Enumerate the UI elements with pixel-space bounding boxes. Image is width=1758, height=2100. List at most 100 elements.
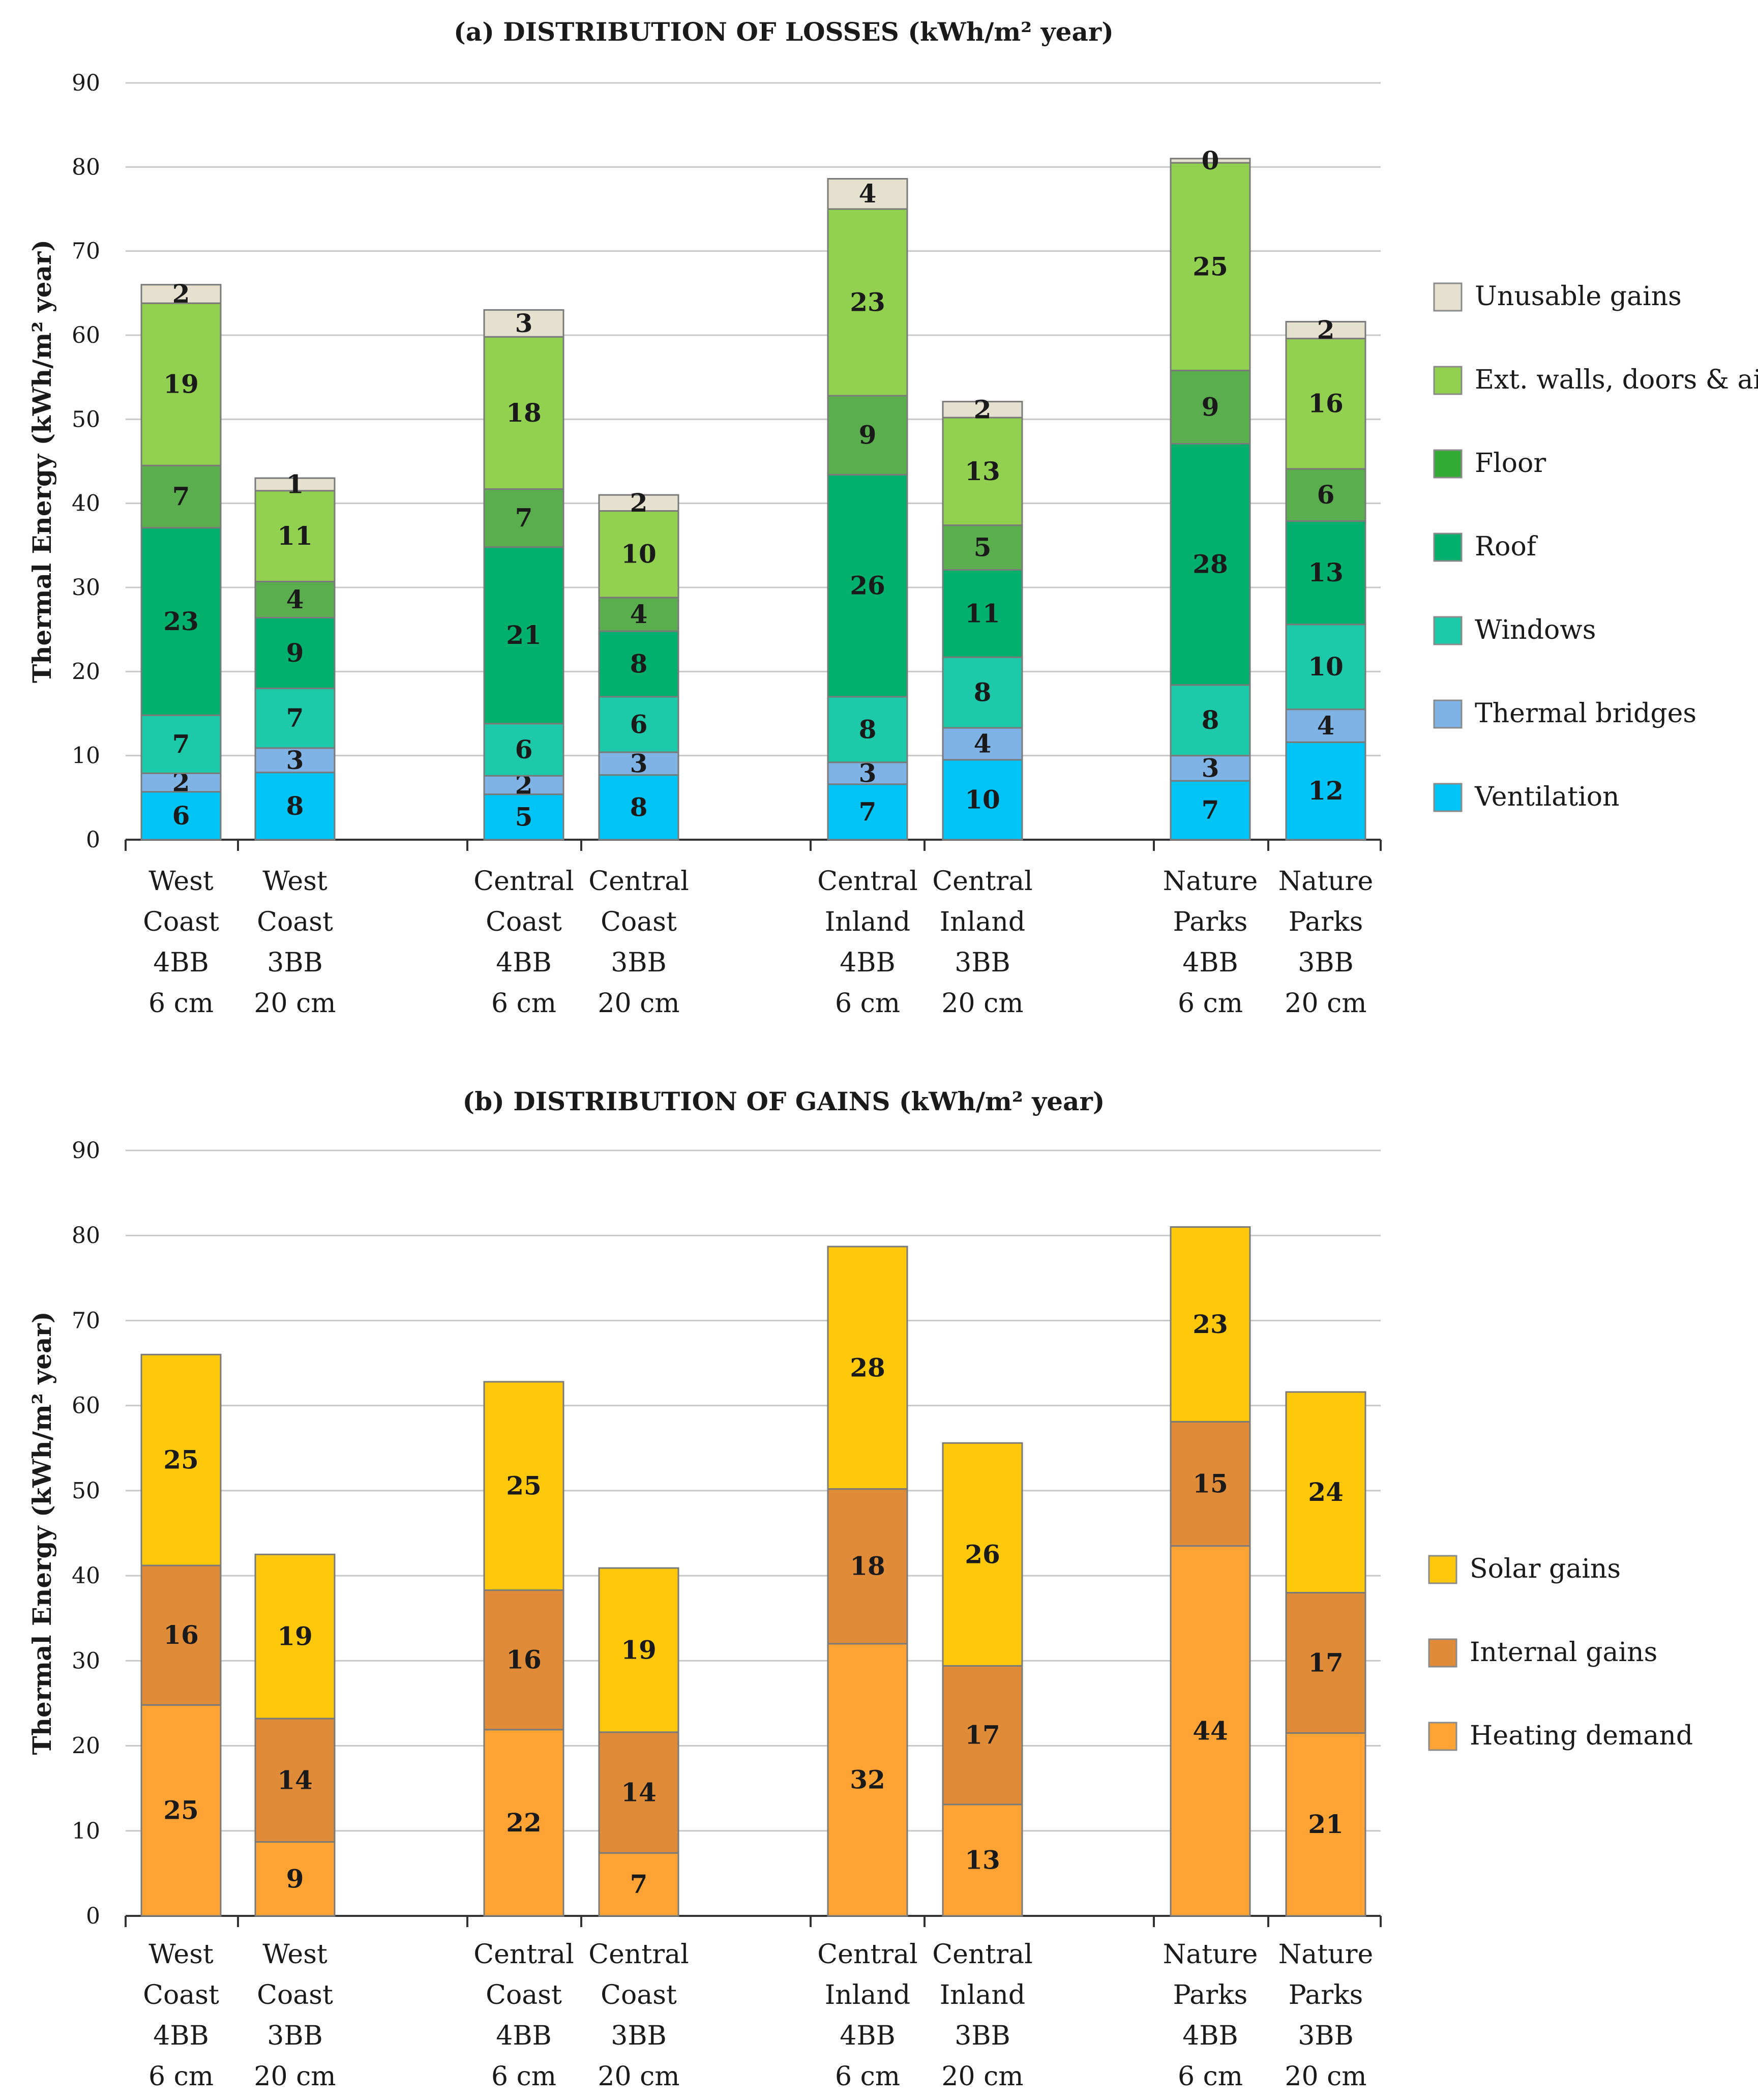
x-category-label-line: Parks — [1173, 907, 1248, 937]
bar-segment — [942, 1803, 1023, 1917]
data-label: 4 — [1317, 711, 1335, 741]
x-category-label-line: 4BB — [1182, 948, 1238, 978]
legend-swatch — [1433, 616, 1463, 645]
data-label: 18 — [506, 398, 542, 428]
legend-label: Ventilation — [1474, 782, 1620, 812]
y-tick-label: 30 — [72, 575, 100, 601]
bar-segment — [1285, 1391, 1366, 1594]
bar-segment — [1285, 741, 1366, 841]
data-label: 4 — [974, 729, 992, 759]
data-label: 18 — [850, 1551, 885, 1581]
bar-segment — [827, 178, 908, 210]
x-category-label-line: 20 cm — [254, 2061, 336, 2092]
x-category-label-line: Inland — [825, 907, 910, 937]
x-category-label-line: 4BB — [1182, 2021, 1238, 2051]
bar-segment — [598, 630, 679, 698]
legend-swatch — [1428, 1722, 1457, 1751]
data-label: 3 — [286, 745, 304, 775]
bar-segment — [483, 309, 564, 338]
bar-segment — [140, 302, 222, 466]
x-category-label-line: 6 cm — [1178, 988, 1243, 1019]
data-label: 10 — [621, 539, 657, 569]
bar-segment — [1170, 162, 1251, 371]
x-category-label-line: 6 cm — [148, 988, 214, 1019]
x-category-label-line: 4BB — [840, 2021, 896, 2051]
legend-swatch — [1433, 449, 1463, 479]
bar-segment — [1170, 755, 1251, 782]
bar-segment — [827, 783, 908, 841]
bar-segment — [140, 284, 222, 304]
bar-segment — [598, 1567, 679, 1733]
bar-segment — [1170, 158, 1251, 164]
x-category-label-line: Coast — [486, 1980, 562, 2010]
data-label: 4 — [859, 179, 877, 209]
legend-swatch — [1433, 699, 1463, 729]
data-label: 11 — [277, 521, 313, 551]
y-tick-label: 60 — [72, 1393, 100, 1419]
bar-segment — [598, 494, 679, 512]
bar-segment — [1285, 338, 1366, 470]
x-category-label: West Coast 3BB 20 cm — [254, 866, 336, 1019]
bar-segment — [1285, 708, 1366, 743]
x-category-label-line: 6 cm — [148, 2061, 214, 2092]
x-category-label-line: 20 cm — [941, 988, 1023, 1019]
bar-segment — [254, 477, 336, 492]
data-label: 13 — [965, 456, 1000, 486]
data-label: 3 — [630, 748, 648, 778]
data-label: 19 — [621, 1635, 657, 1665]
bar-segment — [827, 1488, 908, 1645]
bar-segment — [598, 510, 679, 599]
x-category-label-line: Central — [932, 1939, 1032, 1970]
x-category-label: Nature Parks 3BB 20 cm — [1278, 1939, 1374, 2092]
x-category-label-line: 4BB — [496, 948, 552, 978]
bar-segment — [827, 696, 908, 763]
data-label: 9 — [286, 1864, 304, 1894]
bar-segment — [1170, 1421, 1251, 1547]
bar-segment — [1285, 520, 1366, 626]
x-category-label-line: 3BB — [267, 2021, 323, 2051]
bar-segment — [598, 1731, 679, 1854]
data-label: 14 — [277, 1765, 313, 1795]
data-label: 14 — [621, 1778, 657, 1808]
data-label: 8 — [630, 792, 648, 822]
data-label: 6 — [630, 709, 648, 739]
x-category-label-line: Coast — [143, 907, 219, 937]
bar-segment — [483, 1729, 564, 1917]
x-category-label-line: 6 cm — [835, 988, 900, 1019]
bar-segment — [827, 395, 908, 476]
data-label: 26 — [850, 571, 885, 601]
chart-gains: (b) DISTRIBUTION OF GAINS (kWh/m² year) 0… — [27, 1086, 1693, 2092]
x-category-label: West Coast 4BB 6 cm — [143, 866, 219, 1019]
data-label: 28 — [1193, 549, 1228, 579]
data-label: 2 — [974, 394, 992, 424]
data-label: 16 — [163, 1620, 199, 1650]
legend-swatch — [1433, 282, 1463, 312]
data-label: 26 — [965, 1539, 1000, 1569]
x-category-label-line: Nature — [1278, 866, 1374, 897]
y-tick-label: 40 — [72, 1563, 100, 1589]
bar-segment — [254, 490, 336, 582]
data-label: 8 — [630, 648, 648, 678]
x-category-label-line: 3BB — [611, 2021, 667, 2051]
x-category-label: Central Inland 4BB 6 cm — [817, 866, 917, 1019]
data-label: 7 — [515, 503, 533, 533]
data-label: 19 — [277, 1621, 313, 1651]
data-label: 15 — [1193, 1469, 1228, 1499]
x-category-label-line: Central — [817, 1939, 917, 1970]
y-tick-label: 80 — [72, 154, 100, 180]
bar-segment — [254, 1718, 336, 1843]
y-tick-label: 70 — [72, 239, 100, 264]
data-label: 28 — [850, 1352, 885, 1382]
x-category-label-line: Parks — [1289, 907, 1363, 937]
data-label: 7 — [172, 481, 190, 511]
y-tick-label: 70 — [72, 1308, 100, 1334]
y-tick-label: 30 — [72, 1648, 100, 1674]
data-label: 0 — [1202, 145, 1219, 175]
bar-segment — [1170, 684, 1251, 757]
data-label: 2 — [1317, 315, 1335, 345]
x-category-label-line: 6 cm — [835, 2061, 900, 2092]
x-category-label-line: 4BB — [153, 2021, 209, 2051]
y-tick-label: 20 — [72, 659, 100, 685]
chart-title: (a) DISTRIBUTION OF LOSSES (kWh/m² year) — [454, 17, 1114, 47]
